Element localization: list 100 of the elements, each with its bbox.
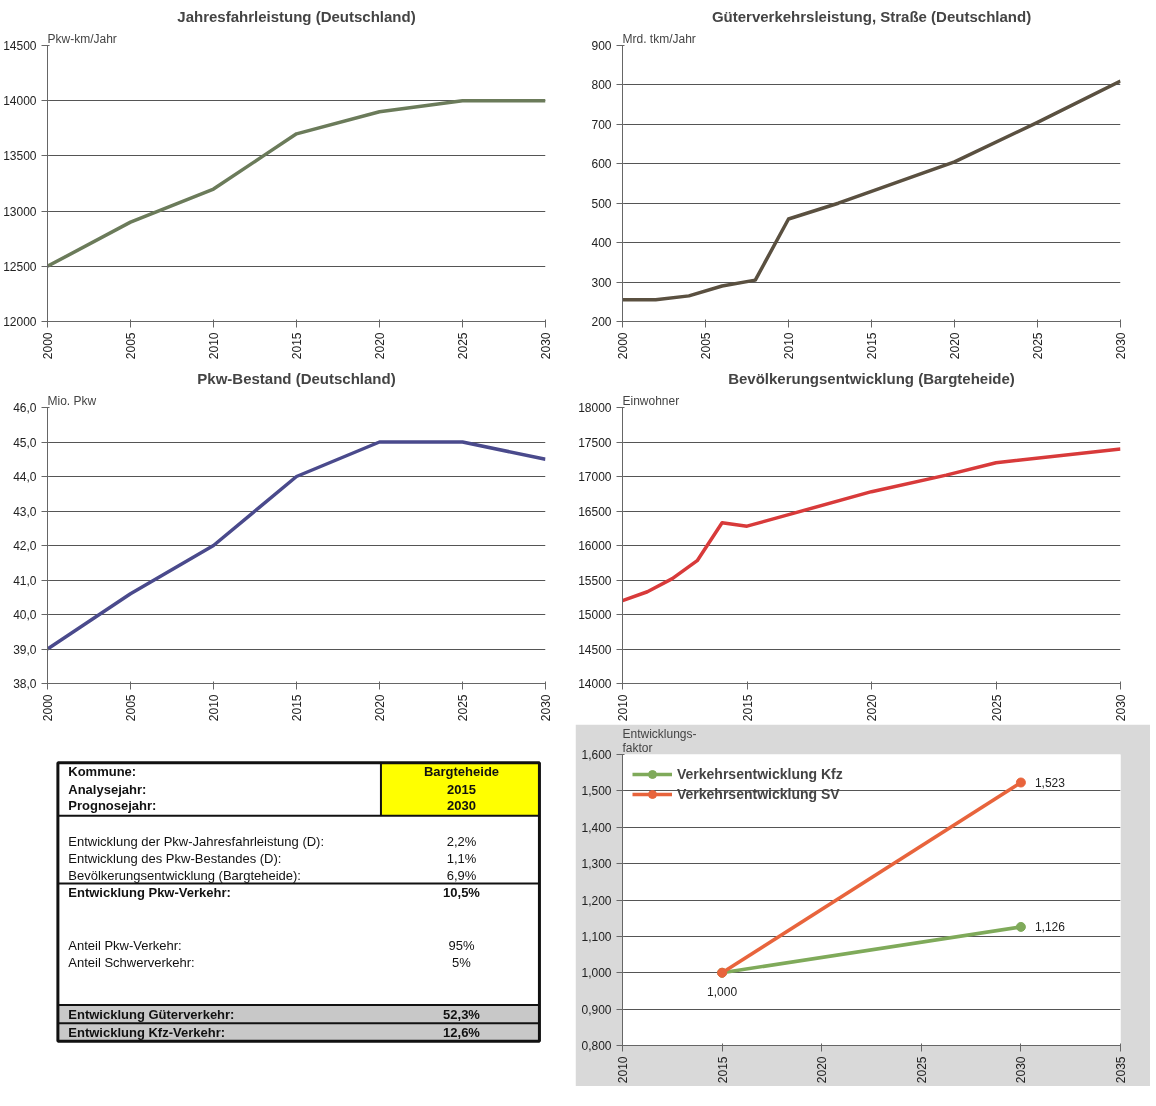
- y-axis-title: Mrd. tkm/Jahr: [622, 31, 696, 46]
- chart-title: Pkw-Bestand (Deutschland): [197, 369, 396, 387]
- y-tick-label: 14000: [3, 94, 37, 109]
- y-tick-label: 1,100: [581, 929, 612, 944]
- y-tick-label: 1,200: [581, 893, 612, 908]
- y-tick-label: 700: [591, 117, 612, 132]
- x-tick-label: 2005: [124, 694, 138, 722]
- y-tick-label: 14000: [578, 677, 612, 691]
- text: 1,1%: [446, 851, 477, 867]
- y-axis-title: Einwohner: [622, 393, 680, 408]
- y-tick-label: 600: [591, 157, 612, 172]
- x-tick-label: 2000: [41, 694, 55, 722]
- text: 6,9%: [446, 867, 477, 883]
- text: Prognosejahr:: [68, 798, 157, 814]
- text: 2030: [447, 798, 476, 814]
- x-tick-label: 2020: [373, 332, 387, 360]
- text: 95%: [448, 937, 475, 953]
- text: Anteil Pkw-Verkehr:: [68, 937, 182, 953]
- y-tick-label: 0,800: [581, 1039, 612, 1053]
- y-tick-label: 13000: [3, 204, 37, 219]
- y-tick-label: 800: [591, 78, 612, 93]
- y-tick-label: 17500: [578, 435, 612, 450]
- x-tick-label: 2030: [539, 694, 553, 722]
- x-tick-label: 2015: [740, 694, 755, 722]
- y-tick-label: 200: [591, 315, 612, 329]
- text: Bevölkerungsentwicklung (Bargteheide):: [68, 867, 301, 883]
- text: 12,6%: [443, 1024, 481, 1040]
- x-tick-label: 2025: [989, 694, 1004, 722]
- y-tick-label: 14500: [3, 39, 37, 53]
- x-tick-label: 2020: [373, 694, 387, 722]
- text: 52,3%: [443, 1006, 481, 1022]
- y-tick-label: 1,000: [581, 966, 612, 981]
- y-tick-label: 300: [591, 275, 612, 290]
- y-tick-label: 12500: [3, 259, 37, 274]
- text: Entwicklung der Pkw-Jahresfahrleistung (D):: [68, 833, 325, 849]
- x-tick-label: 2000: [616, 332, 630, 360]
- y-tick-label: 17000: [578, 470, 612, 484]
- y-tick-label: 41,0: [13, 573, 37, 588]
- x-tick-label: 2025: [914, 1056, 929, 1084]
- x-tick-label: 2035: [1114, 1056, 1128, 1084]
- text: 2015: [447, 781, 476, 797]
- data-label: 1,523: [1034, 776, 1066, 791]
- y-tick-label: 13500: [3, 149, 37, 164]
- text: Kommune:: [68, 763, 137, 779]
- y-tick-label: 42,0: [13, 539, 37, 553]
- y-tick-label: 16500: [578, 504, 612, 519]
- y-tick-label: 44,0: [13, 470, 37, 484]
- data-label: 1,126: [1034, 920, 1066, 935]
- x-tick-label: 2025: [1031, 332, 1045, 360]
- y-axis-title: Entwicklungs- faktor: [622, 726, 697, 755]
- y-tick-label: 46,0: [13, 401, 37, 415]
- y-axis-title: Mio. Pkw: [47, 393, 97, 408]
- y-tick-label: 500: [591, 196, 612, 211]
- text: 2,2%: [446, 833, 477, 849]
- y-tick-label: 1,600: [581, 748, 612, 762]
- x-tick-label: 2010: [616, 1056, 630, 1084]
- y-tick-label: 45,0: [13, 435, 37, 450]
- x-tick-label: 2020: [948, 332, 962, 360]
- text: Entwicklung Pkw-Verkehr:: [68, 885, 231, 901]
- data-label: 1,000: [707, 984, 738, 999]
- y-tick-label: 400: [591, 236, 612, 251]
- chart-title: Jahresfahrleistung (Deutschland): [177, 7, 416, 25]
- y-tick-label: 1,300: [581, 857, 612, 872]
- x-tick-label: 2015: [715, 1056, 730, 1084]
- x-tick-label: 2030: [539, 332, 553, 360]
- x-tick-label: 2010: [616, 694, 630, 722]
- x-tick-label: 2030: [1114, 332, 1128, 360]
- x-tick-label: 2000: [41, 332, 55, 360]
- x-tick-label: 2025: [456, 694, 470, 722]
- x-tick-label: 2005: [124, 332, 138, 360]
- x-tick-label: 2020: [865, 694, 879, 722]
- y-axis-title: Pkw-km/Jahr: [47, 31, 117, 46]
- text: Analysejahr:: [68, 781, 147, 797]
- legend-label: Verkehrsentwicklung Kfz: [677, 766, 843, 782]
- x-tick-label: 2020: [815, 1056, 830, 1084]
- y-tick-label: 40,0: [13, 608, 37, 622]
- x-tick-label: 2025: [456, 332, 470, 360]
- text: 10,5%: [443, 885, 481, 901]
- y-tick-label: 18000: [578, 401, 612, 415]
- y-tick-label: 14500: [578, 642, 612, 657]
- y-tick-label: 15500: [578, 573, 612, 588]
- y-tick-label: 15000: [578, 608, 612, 622]
- x-tick-label: 2005: [699, 332, 713, 360]
- text: Entwicklung Kfz-Verkehr:: [68, 1024, 226, 1040]
- y-tick-label: 39,0: [13, 642, 37, 657]
- x-tick-label: 2010: [782, 332, 796, 360]
- x-tick-label: 2030: [1014, 1056, 1029, 1084]
- y-tick-label: 12000: [3, 315, 37, 329]
- text: Anteil Schwerverkehr:: [68, 954, 195, 970]
- x-tick-label: 2010: [207, 694, 221, 722]
- x-tick-label: 2015: [290, 694, 304, 722]
- chart-title: Bevölkerungsentwicklung (Bargteheide): [728, 369, 1015, 387]
- y-tick-label: 1,500: [581, 784, 612, 799]
- legend-label: Verkehrsentwicklung SV: [677, 786, 840, 802]
- text: 5%: [452, 954, 472, 970]
- y-tick-label: 900: [591, 39, 612, 53]
- x-tick-label: 2015: [865, 332, 879, 360]
- y-tick-label: 38,0: [13, 677, 37, 691]
- y-tick-label: 16000: [578, 539, 612, 553]
- text: Bargteheide: [423, 763, 500, 779]
